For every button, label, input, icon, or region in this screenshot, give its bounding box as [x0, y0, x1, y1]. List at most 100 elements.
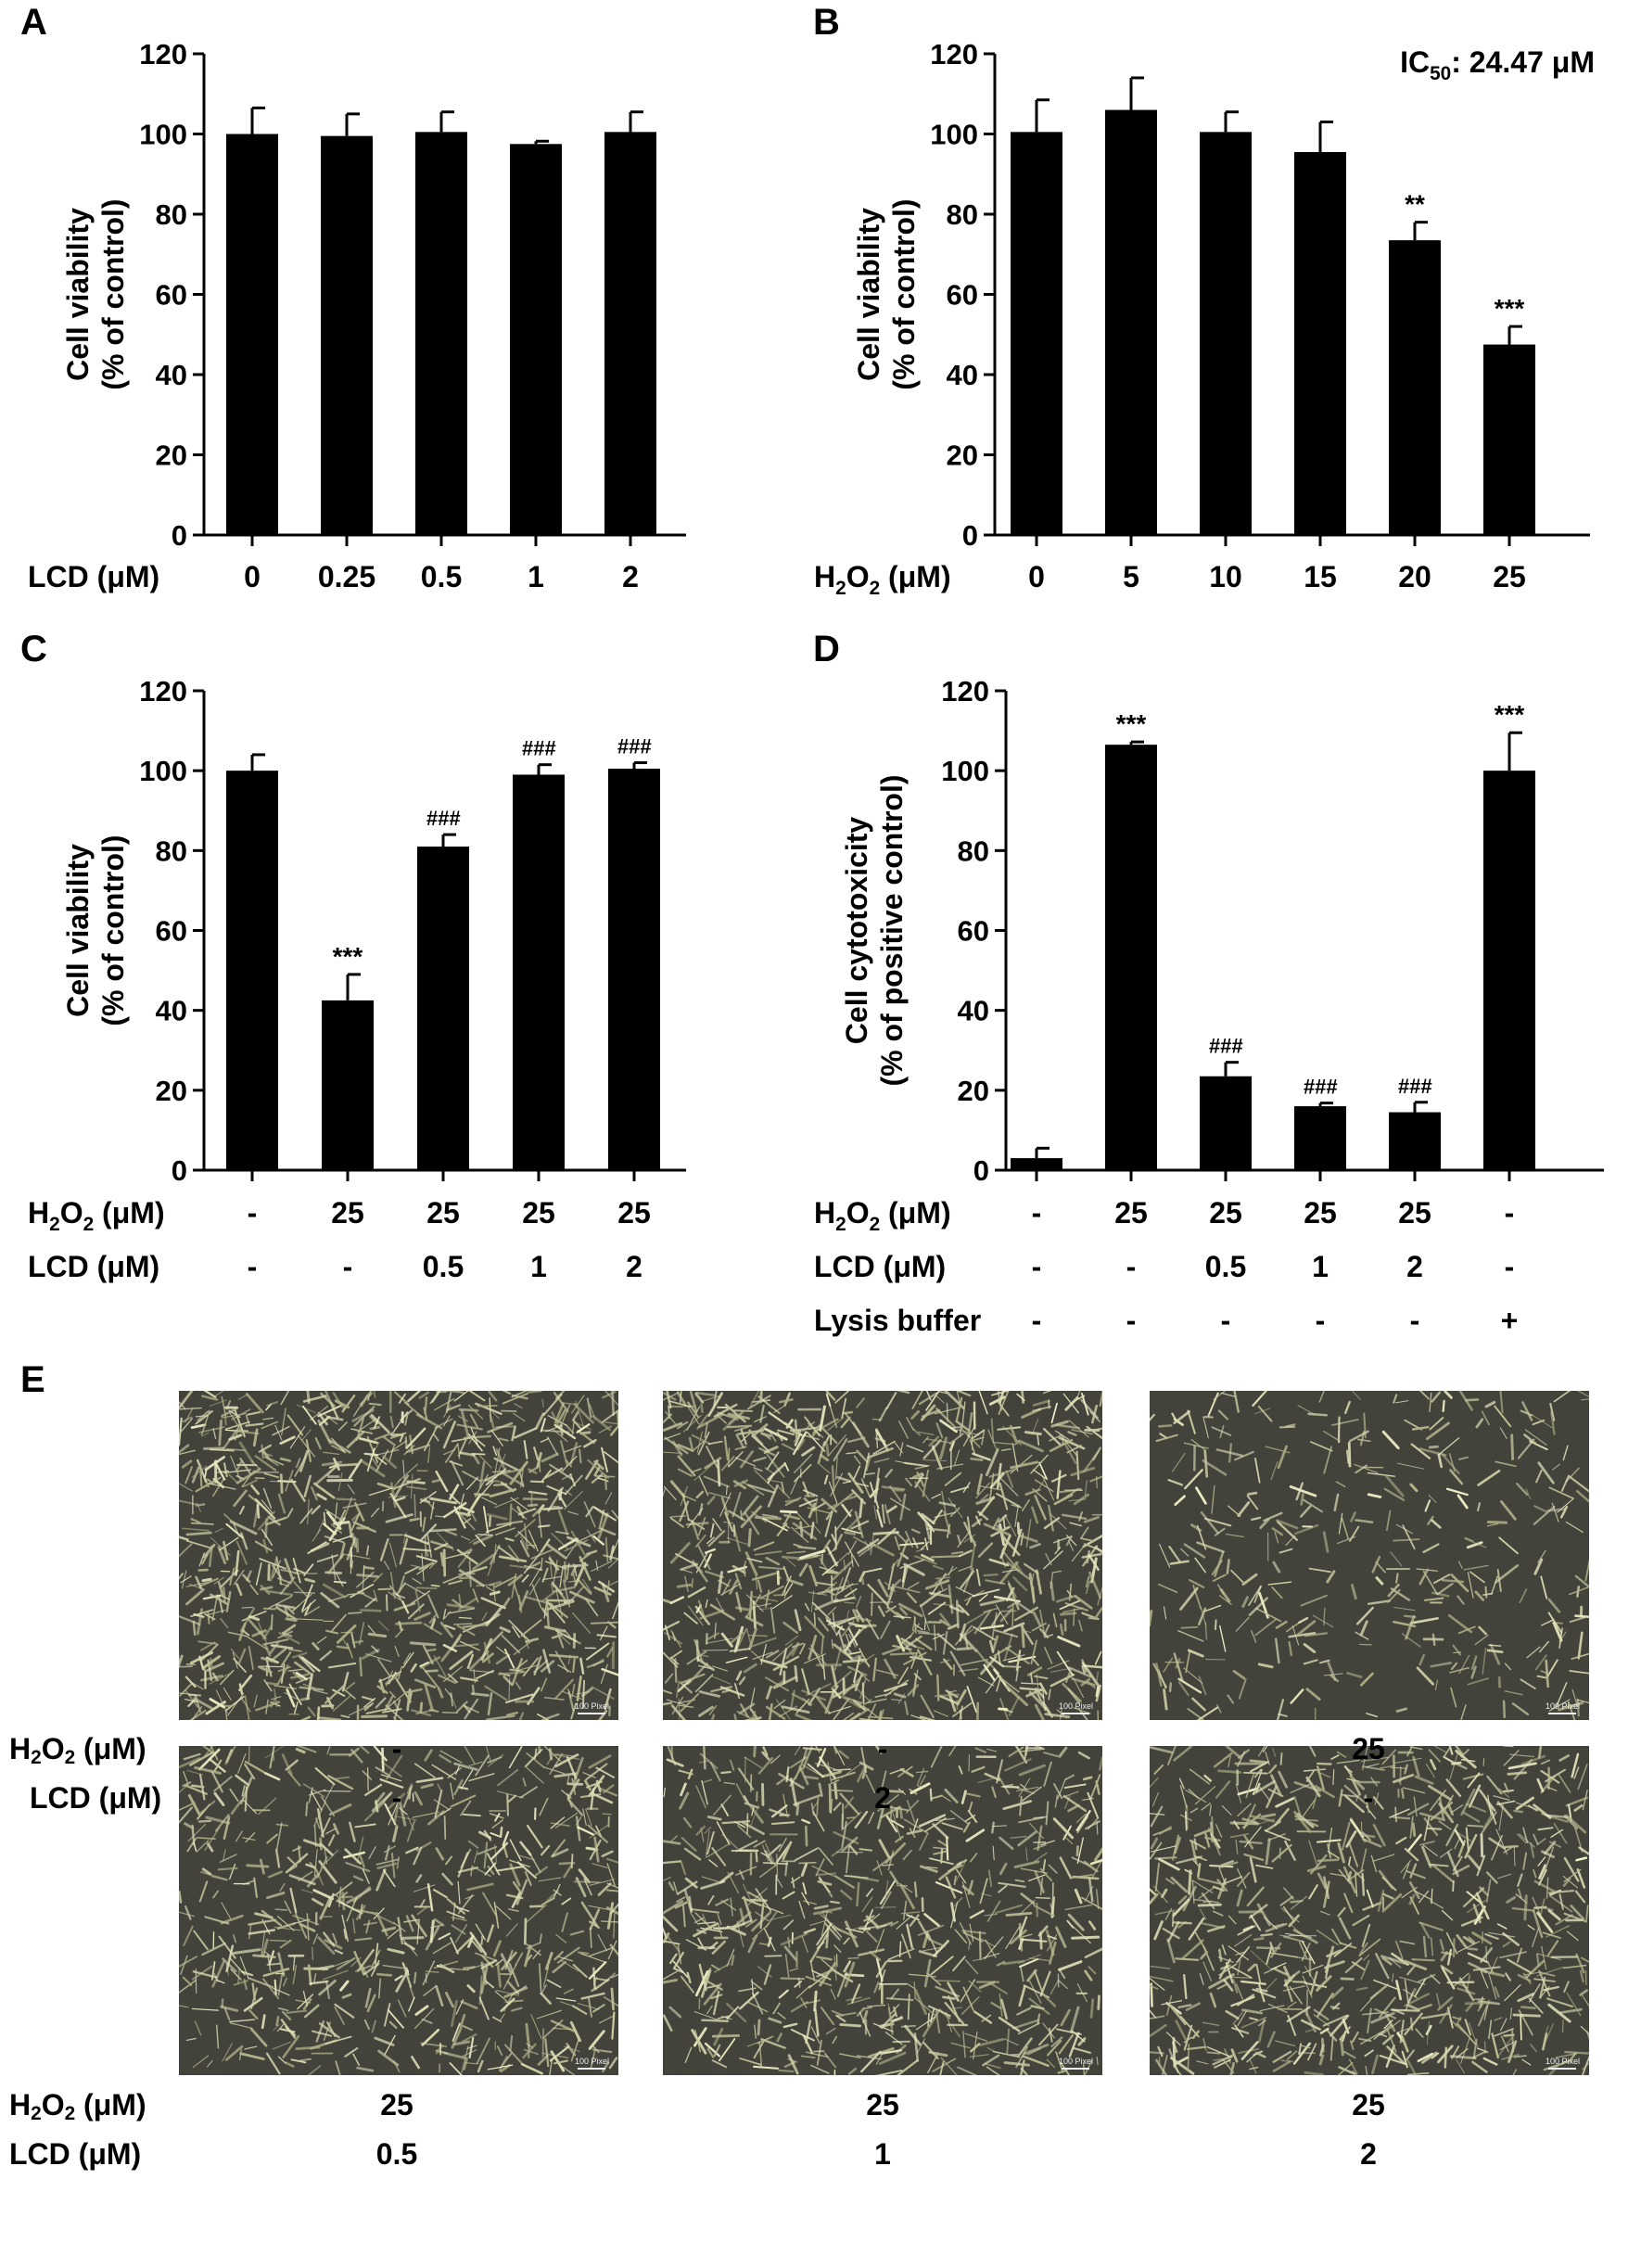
x-tick-label: +	[1501, 1304, 1519, 1337]
y-tick-label: 120	[930, 38, 978, 70]
x-tick-label: 25	[1114, 1196, 1148, 1230]
significance-label: ###	[617, 735, 652, 758]
x-tick-label: 15	[1304, 560, 1337, 593]
y-axis-label-line2: (% of control)	[96, 198, 130, 389]
e-row2-h2o2-value-1: 25	[380, 2088, 413, 2121]
y-axis-label-line1: Cell viability	[61, 208, 95, 381]
y-axis-label-line1: Cell viability	[61, 844, 95, 1017]
y-tick-label: 40	[156, 995, 187, 1027]
cell-texture	[179, 1391, 618, 1720]
bar	[1389, 1112, 1441, 1170]
y-tick-label: 120	[139, 675, 187, 707]
e-row2-lcd-label: LCD (μM)	[9, 2137, 142, 2171]
x-tick-label: 0.5	[421, 560, 462, 593]
bar	[513, 774, 565, 1170]
e-row2-lcd-value-2: 1	[874, 2137, 891, 2171]
row-label: H2O2 (μM)	[28, 1196, 165, 1235]
y-tick-label: 80	[156, 835, 187, 867]
y-tick-label: 80	[947, 198, 978, 231]
x-tick-label: -	[1126, 1250, 1137, 1283]
x-tick-label: -	[248, 1250, 258, 1283]
bar	[417, 847, 469, 1170]
x-tick-label: 25	[617, 1196, 651, 1230]
x-tick-label: 25	[1398, 1196, 1431, 1230]
x-tick-label: 25	[331, 1196, 364, 1230]
cell-texture	[179, 1746, 618, 2075]
x-tick-label: 5	[1123, 560, 1139, 593]
x-tick-label: -	[343, 1250, 353, 1283]
y-tick-label: 100	[930, 119, 978, 151]
scale-bar	[1548, 2068, 1576, 2070]
bar	[322, 1000, 374, 1170]
cell-texture	[663, 1391, 1102, 1720]
y-tick-label: 20	[156, 440, 187, 472]
e-row2-h2o2-value-2: 25	[866, 2088, 899, 2121]
x-tick-label: -	[1032, 1250, 1042, 1283]
y-tick-label: 100	[139, 755, 187, 787]
y-tick-label: 0	[962, 519, 978, 552]
x-tick-label: 25	[1209, 1196, 1242, 1230]
e-row2-h2o2-value-3: 25	[1352, 2088, 1385, 2121]
panel-letter-b: B	[813, 2, 840, 43]
y-tick-label: 120	[941, 675, 989, 707]
y-tick-label: 20	[156, 1075, 187, 1107]
significance-label: ###	[522, 737, 556, 760]
x-tick-label: 20	[1398, 560, 1431, 593]
y-axis-label-line2: (% of positive control)	[875, 775, 909, 1087]
bar	[1011, 132, 1062, 535]
bar	[321, 135, 373, 535]
bar	[1105, 745, 1157, 1170]
bar	[226, 771, 278, 1170]
e-row1-lcd-value-2: 2	[874, 1781, 891, 1815]
row-label: H2O2 (μM)	[814, 560, 951, 599]
x-tick-label: 0	[1028, 560, 1045, 593]
x-tick-label: -	[1505, 1250, 1515, 1283]
e-row2-h2o2-label: H2O2 (μM)	[9, 2088, 146, 2125]
e-row1-h2o2-value-3: 25	[1352, 1732, 1385, 1765]
micrograph-h2o2-25-lcd-0-5: 100 Pixel	[179, 1746, 618, 2075]
e-row1-lcd-value-3: -	[1363, 1781, 1374, 1815]
scale-bar	[578, 2068, 605, 2070]
significance-label: ***	[1495, 294, 1525, 323]
x-tick-label: 0	[244, 560, 261, 593]
bar	[415, 132, 467, 535]
x-tick-label: -	[1126, 1304, 1137, 1337]
e-row2-lcd-value-3: 2	[1360, 2137, 1377, 2171]
bar	[1483, 771, 1535, 1170]
e-row1-lcd-label: LCD (μM)	[30, 1781, 162, 1815]
bar	[1105, 109, 1157, 536]
e-row1-h2o2-label: H2O2 (μM)	[9, 1732, 146, 1769]
y-tick-label: 60	[958, 915, 989, 948]
panel-letter-e: E	[20, 1359, 45, 1400]
significance-label: ###	[1209, 1035, 1243, 1058]
y-tick-label: 0	[172, 1154, 187, 1187]
micrograph-h2o2-25: 100 Pixel	[1150, 1391, 1589, 1720]
y-tick-label: 60	[156, 915, 187, 948]
ic50-note: IC50: 24.47 μM	[1400, 45, 1595, 84]
y-tick-label: 40	[947, 359, 978, 391]
x-tick-label: 25	[1493, 560, 1526, 593]
x-tick-label: 0.25	[318, 560, 375, 593]
row-label: LCD (μM)	[28, 1250, 159, 1283]
scale-bar	[578, 1713, 605, 1714]
cell-texture	[1150, 1746, 1589, 2075]
e-row1-lcd-value-1: -	[391, 1781, 402, 1815]
micrograph-lcd-2: 100 Pixel	[663, 1391, 1102, 1720]
chart-panel-d: 0 20 40 60 80 100 120 Cell cytotoxicity (% of po…	[814, 675, 1604, 1337]
x-tick-label: 10	[1209, 560, 1242, 593]
y-tick-label: 20	[947, 440, 978, 472]
x-tick-label: -	[1316, 1304, 1326, 1337]
significance-label: ###	[1304, 1076, 1338, 1099]
x-tick-label: -	[1032, 1304, 1042, 1337]
y-tick-label: 60	[156, 279, 187, 312]
bar	[1294, 1106, 1346, 1170]
bar	[604, 132, 656, 535]
significance-label: **	[1405, 190, 1425, 219]
scale-label: 100 Pixel	[1058, 1701, 1093, 1711]
bar	[510, 144, 562, 535]
bar	[1389, 240, 1441, 535]
x-tick-label: 0.5	[423, 1250, 464, 1283]
x-tick-label: 25	[1304, 1196, 1337, 1230]
